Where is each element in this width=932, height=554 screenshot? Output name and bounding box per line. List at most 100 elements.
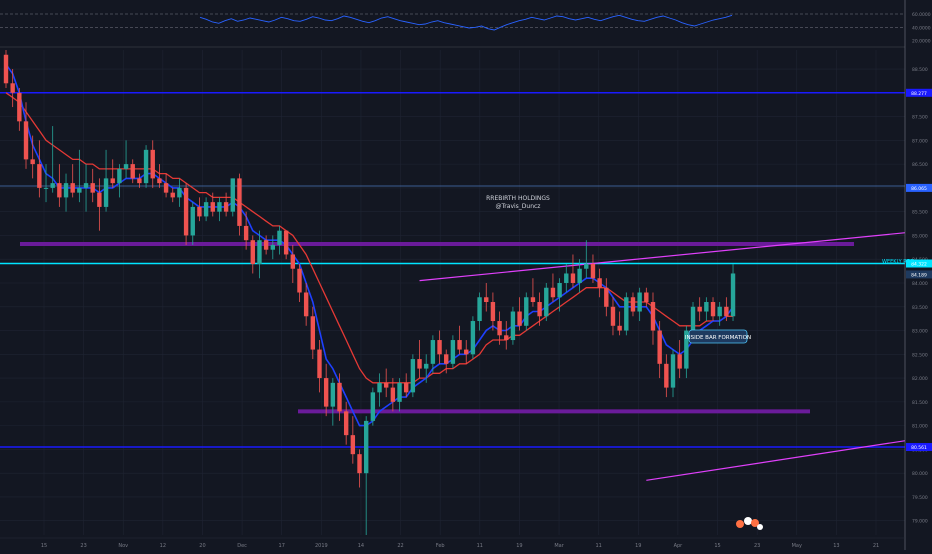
time-tick-label: Nov <box>118 543 128 549</box>
price-badge-label: 88.277 <box>911 91 927 97</box>
candle-body <box>250 240 255 264</box>
candle-body <box>30 159 35 165</box>
candle-body <box>277 230 282 245</box>
time-axis[interactable]: 15 23 Nov 12 20 Dec 17 2019 14 22 Feb 11 19 Mar 11 19 Ap… <box>0 537 905 549</box>
time-tick-label: Apr <box>674 543 684 549</box>
candle-body <box>310 316 316 350</box>
candle-body <box>230 178 235 212</box>
candle-body <box>57 183 62 198</box>
candle-body <box>417 359 422 369</box>
candle-body <box>597 278 602 288</box>
price-badge <box>906 259 932 268</box>
candle-body <box>203 202 209 217</box>
time-tick-label: 14 <box>358 543 364 549</box>
ema-slow-line <box>5 92 733 384</box>
candle-body <box>130 164 135 179</box>
candle-body <box>577 268 582 283</box>
time-tick-label: 17 <box>279 543 285 549</box>
candle-body <box>664 363 669 388</box>
candle-body <box>457 340 462 350</box>
candle-body <box>190 206 195 236</box>
rsi-tick-label: 40.0000 <box>912 25 931 31</box>
candle-body <box>490 302 496 322</box>
candle-body <box>430 340 436 364</box>
candle-body <box>217 202 222 212</box>
candle-body <box>223 202 229 212</box>
candle-body <box>50 183 55 188</box>
price-badge <box>906 270 932 279</box>
time-tick-label: 2019 <box>315 543 328 549</box>
price-tick-label: 87.500 <box>912 115 928 121</box>
candle-body <box>383 382 389 388</box>
candle-body <box>564 273 569 283</box>
candle-body <box>710 302 716 317</box>
candle-body <box>23 121 29 160</box>
candle-body <box>137 178 142 184</box>
candle-body <box>63 183 69 198</box>
candle-body <box>377 382 382 393</box>
candle-body <box>617 325 622 331</box>
price-tick-label: 87.000 <box>912 138 928 144</box>
time-tick-label: 20 <box>199 543 205 549</box>
rsi-pane <box>0 13 905 48</box>
price-tick-label: 79.000 <box>912 519 928 525</box>
candle-body <box>397 382 402 402</box>
candle-body <box>83 183 89 188</box>
inside-bar-callout[interactable]: INSIDE BAR FORMATION <box>685 329 751 344</box>
candle-body <box>497 321 502 336</box>
inside-bar-label: INSIDE BAR FORMATION <box>685 335 751 341</box>
candle-body <box>524 297 529 326</box>
candle-body <box>243 225 249 241</box>
price-axis[interactable]: 88.50088.00087.50087.00086.50086.00085.5… <box>904 0 932 550</box>
candle-body <box>637 292 642 312</box>
candle-body <box>510 311 516 341</box>
candle-body <box>684 330 689 369</box>
time-tick-label: Dec <box>237 543 247 549</box>
author-line2: @Travis_Duncz <box>496 203 541 210</box>
candle-body <box>464 349 469 355</box>
candle-body <box>337 382 342 412</box>
candle-body <box>330 382 336 407</box>
candle-body <box>690 306 696 331</box>
candle-body <box>470 321 476 355</box>
purple-zone <box>20 242 854 246</box>
candle-body <box>670 354 676 388</box>
candle-body <box>530 297 536 303</box>
candle-body <box>77 187 82 193</box>
candle-body <box>390 387 396 402</box>
candle-body <box>650 302 656 331</box>
candle-body <box>3 54 9 84</box>
price-tick-label: 85.000 <box>912 233 928 239</box>
candle-body <box>177 187 182 198</box>
price-badge-label: 86.065 <box>911 186 927 192</box>
candle-body <box>370 392 376 421</box>
candle-body <box>90 183 95 193</box>
price-tick-label: 88.500 <box>912 67 928 73</box>
candle-body <box>557 282 562 298</box>
time-tick-label: 11 <box>477 543 483 549</box>
candle-body <box>103 178 109 207</box>
time-tick-label: 19 <box>516 543 522 549</box>
price-badge-label: 84.189 <box>911 272 927 278</box>
candle-body <box>157 178 162 184</box>
price-tick-label: 82.000 <box>912 376 928 382</box>
ema-fast-line <box>5 63 734 427</box>
candle-body <box>724 306 729 317</box>
candle-body <box>163 183 169 193</box>
candle-body <box>624 297 629 331</box>
candle-body <box>303 292 309 317</box>
candle-body <box>350 435 356 455</box>
candle-body <box>290 254 296 269</box>
price-badge <box>906 88 932 97</box>
candle-body <box>410 359 416 393</box>
candle-body <box>183 187 189 236</box>
candle-body <box>150 149 155 179</box>
candle-body <box>317 349 322 379</box>
price-tick-label: 84.000 <box>912 281 928 287</box>
price-tick-label: 85.500 <box>912 210 928 216</box>
time-tick-label: 23 <box>80 543 86 549</box>
time-tick-label: 19 <box>635 543 641 549</box>
candle-body <box>197 206 202 217</box>
